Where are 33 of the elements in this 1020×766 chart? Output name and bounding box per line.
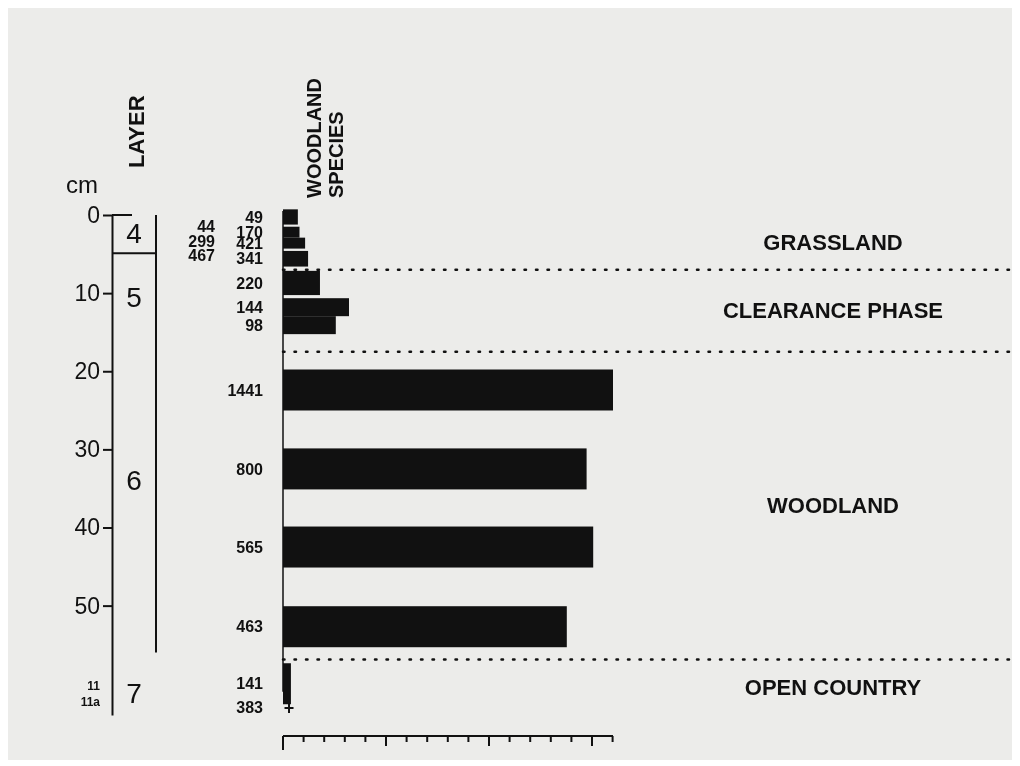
text: 11: [87, 679, 101, 694]
text: WOODLAND: [767, 493, 899, 519]
text: 341: [236, 250, 264, 268]
text: 7: [126, 677, 142, 709]
text: 141: [236, 675, 264, 693]
text: 11a: [80, 694, 101, 709]
y-tick-label: 30: [74, 436, 100, 463]
text: 4: [126, 217, 142, 249]
y-tick-label: 10: [74, 279, 100, 306]
text: 1441: [227, 381, 264, 399]
y-tick-label: 0: [87, 201, 100, 228]
text: 49: [245, 208, 264, 226]
text: 463: [236, 618, 264, 636]
text: 44: [197, 217, 216, 235]
y-tick-label: 40: [74, 514, 100, 541]
y-axis-title: cm: [66, 171, 98, 198]
text: 565: [236, 538, 264, 556]
text: 144: [236, 298, 264, 316]
text: 98: [245, 316, 264, 334]
text: 383: [236, 699, 264, 717]
text: GRASSLAND: [763, 230, 903, 256]
text: 5: [126, 281, 142, 313]
y-tick-label: 20: [74, 358, 100, 385]
chart-title: WOODLAND SPECIES: [303, 78, 347, 198]
text: 220: [236, 274, 264, 292]
text: 6: [126, 465, 142, 497]
text: 467: [188, 247, 216, 265]
annotation: +: [283, 698, 295, 719]
text: CLEARANCE PHASE: [722, 298, 944, 324]
y-tick-label: 50: [74, 592, 100, 619]
text: 800: [236, 460, 264, 478]
text: OPEN COUNTRY: [744, 674, 922, 700]
text: LAYER: [124, 95, 149, 168]
